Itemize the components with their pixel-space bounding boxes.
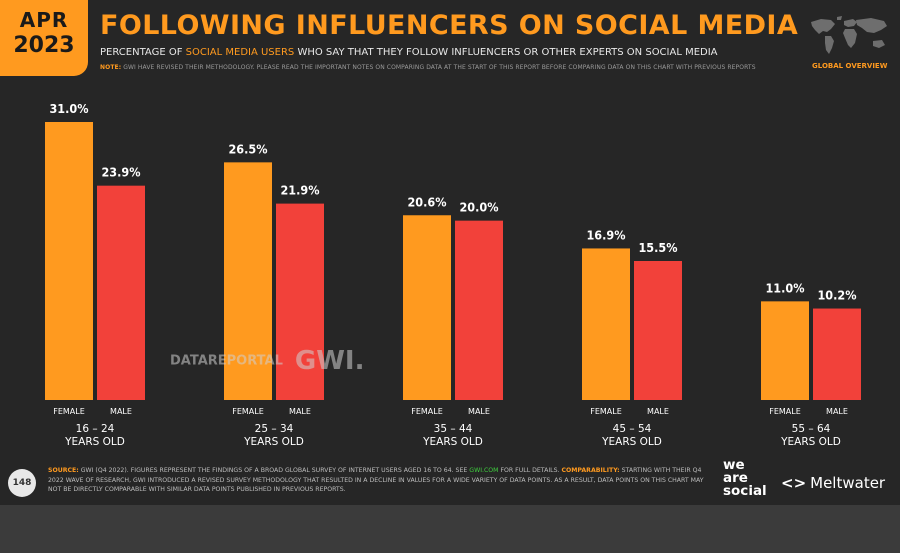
data-label-female-5: 11.0%: [765, 280, 804, 295]
meltwater-name: Meltwater: [810, 474, 886, 492]
page-number: 148: [8, 469, 36, 497]
series-label-male-4: MALE: [647, 407, 669, 416]
subtitle-pre: PERCENTAGE OF: [100, 47, 186, 58]
meltwater-icon: <>: [781, 474, 807, 492]
bar-male-2: [276, 203, 324, 400]
methodology-note: NOTE: GWI HAVE REVISED THEIR METHODOLOGY…: [100, 64, 756, 71]
datareportal-watermark: DATAREPORTAL: [170, 353, 283, 369]
badge-year: 2023: [13, 33, 75, 58]
source-link[interactable]: GWI.COM: [469, 467, 499, 474]
bar-male-1: [97, 185, 145, 400]
footer-band: [0, 505, 900, 553]
bar-male-4: [634, 261, 682, 400]
note-text: GWI HAVE REVISED THEIR METHODOLOGY. PLEA…: [121, 64, 756, 71]
category-label-2-line-1: 25 – 34: [255, 423, 294, 435]
note-label: NOTE:: [100, 64, 122, 71]
data-label-female-2: 26.5%: [228, 141, 267, 156]
bar-female-2: [224, 162, 272, 400]
gwi-watermark: GWI.: [294, 346, 365, 376]
section-label: GLOBAL OVERVIEW: [812, 62, 888, 70]
series-label-female-4: FEMALE: [590, 407, 622, 416]
data-label-male-4: 15.5%: [638, 240, 677, 255]
world-map-icon: [811, 16, 887, 54]
bar-male-3: [455, 220, 503, 400]
category-label-1-line-1: 16 – 24: [76, 423, 115, 435]
meltwater-logo: <> Meltwater: [781, 474, 885, 492]
data-label-female-1: 31.0%: [49, 101, 88, 116]
category-label-4-line-2: YEARS OLD: [601, 436, 662, 448]
series-label-female-2: FEMALE: [232, 407, 264, 416]
data-label-male-3: 20.0%: [459, 200, 498, 215]
category-label-2-line-2: YEARS OLD: [243, 436, 304, 448]
page-subtitle: PERCENTAGE OF SOCIAL MEDIA USERS WHO SAY…: [100, 47, 718, 58]
source-text-2: FOR FULL DETAILS.: [498, 467, 562, 474]
source-note: SOURCE: GWI (Q4 2022). FIGURES REPRESENT…: [48, 466, 713, 495]
was-line-1: we: [723, 457, 745, 473]
series-label-male-5: MALE: [826, 407, 848, 416]
category-label-4-line-1: 45 – 54: [613, 423, 652, 435]
bar-female-4: [582, 248, 630, 400]
subtitle-highlight: SOCIAL MEDIA USERS: [185, 47, 295, 58]
category-label-3-line-2: YEARS OLD: [422, 436, 483, 448]
category-label-5-line-2: YEARS OLD: [780, 436, 841, 448]
was-line-2: are: [723, 470, 748, 486]
was-line-3: social: [723, 483, 767, 499]
source-label: SOURCE:: [48, 467, 79, 474]
badge-month: APR: [19, 8, 69, 32]
category-label-1-line-2: YEARS OLD: [64, 436, 125, 448]
series-label-female-3: FEMALE: [411, 407, 443, 416]
date-badge: APR 2023: [0, 0, 88, 76]
bar-female-3: [403, 215, 451, 400]
subtitle-post: WHO SAY THAT THEY FOLLOW INFLUENCERS OR …: [294, 47, 718, 58]
bar-female-1: [45, 122, 93, 400]
watermark: DATAREPORTAL GWI.: [170, 346, 364, 376]
we-are-social-logo: we are social: [723, 457, 767, 499]
data-label-male-2: 21.9%: [280, 183, 319, 198]
comparability-label: COMPARABILITY:: [561, 467, 620, 474]
series-label-male-3: MALE: [468, 407, 490, 416]
series-label-female-1: FEMALE: [53, 407, 85, 416]
series-label-male-2: MALE: [289, 407, 311, 416]
category-label-3-line-1: 35 – 44: [434, 423, 473, 435]
series-label-female-5: FEMALE: [769, 407, 801, 416]
data-label-male-1: 23.9%: [101, 165, 140, 180]
comparability-text: STARTING WITH THEIR Q4 2022 WAVE OF RESE…: [48, 467, 704, 493]
bar-female-5: [761, 301, 809, 400]
source-text: GWI (Q4 2022). FIGURES REPRESENT THE FIN…: [78, 467, 470, 474]
category-label-5-line-1: 55 – 64: [792, 423, 831, 435]
bar-male-5: [813, 308, 861, 400]
data-label-female-3: 20.6%: [407, 194, 446, 209]
data-label-male-5: 10.2%: [817, 288, 856, 303]
data-label-female-4: 16.9%: [586, 227, 625, 242]
series-label-male-1: MALE: [110, 407, 132, 416]
page-title: FOLLOWING INFLUENCERS ON SOCIAL MEDIA: [100, 10, 799, 41]
